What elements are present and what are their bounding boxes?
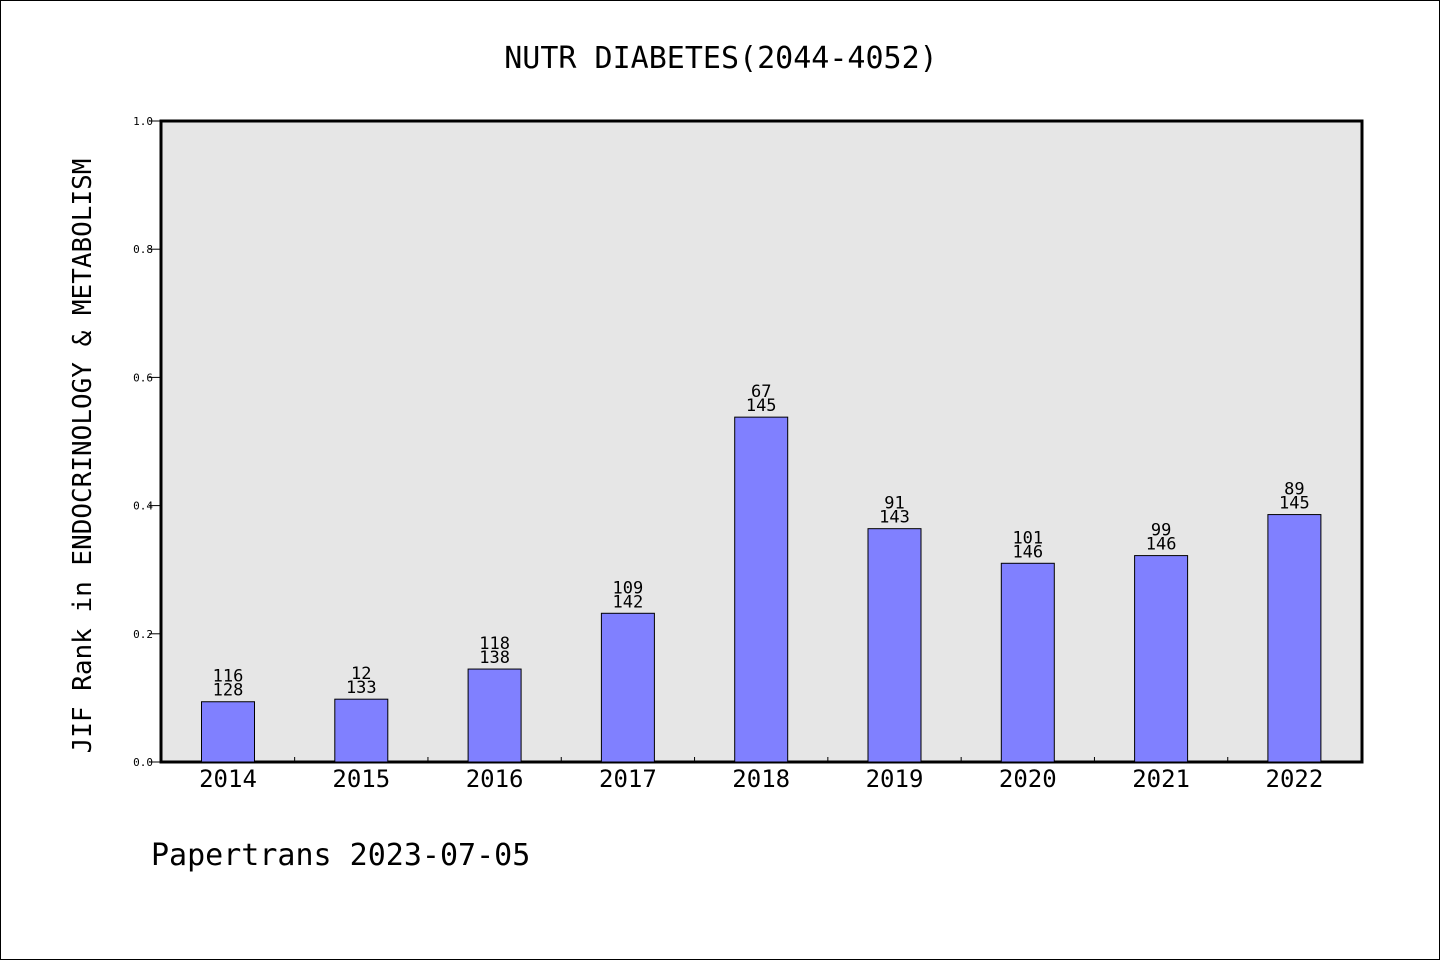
bar-label-rank: 109 — [613, 578, 644, 598]
x-tick-label: 2021 — [1132, 765, 1190, 793]
x-tick-label: 2015 — [332, 765, 390, 793]
x-tick-label: 2014 — [199, 765, 257, 793]
bar-2017 — [600, 612, 655, 763]
x-tick-label: 2018 — [732, 765, 790, 793]
bar-label-total: 138 — [479, 648, 510, 668]
y-tick-label: 0.4 — [133, 500, 153, 513]
bar-2015 — [334, 698, 389, 763]
y-tick-label: 0.2 — [133, 628, 153, 641]
y-axis-label: JIF Rank in ENDOCRINOLOGY & METABOLISM — [68, 159, 98, 754]
x-tick-label: 2020 — [999, 765, 1057, 793]
bar-label-total: 128 — [213, 681, 244, 701]
bar-label-rank: 91 — [884, 494, 904, 514]
bar-label-total: 146 — [1012, 542, 1043, 562]
y-tick-label: 0.0 — [133, 756, 153, 769]
x-tick-label: 2017 — [599, 765, 657, 793]
y-tick-label: 0.8 — [133, 243, 153, 256]
bar-2016 — [467, 668, 522, 763]
bars: 1161281213311813810914267145911431011469… — [201, 382, 1322, 763]
bar-label-total: 146 — [1146, 535, 1177, 555]
bar-label-rank: 12 — [351, 664, 371, 684]
y-tick-label: 1.0 — [133, 115, 153, 128]
bar-label-total: 143 — [879, 508, 910, 528]
bar-2019 — [867, 528, 922, 763]
bar-label-rank: 116 — [213, 667, 244, 687]
bar-2014 — [201, 701, 255, 763]
bar-label-rank: 67 — [751, 382, 771, 402]
x-tick-label: 2022 — [1266, 765, 1324, 793]
bar-2020 — [1000, 562, 1055, 763]
bar-label-total: 145 — [746, 396, 777, 416]
bar-label-rank: 89 — [1284, 480, 1304, 500]
bar-2018 — [734, 416, 789, 763]
x-tick-label: 2019 — [866, 765, 924, 793]
y-tick-label: 0.6 — [133, 371, 153, 384]
chart-title: NUTR DIABETES(2044-4052) — [504, 41, 937, 76]
x-tick-label: 2016 — [466, 765, 524, 793]
bar-2021 — [1134, 555, 1189, 763]
bar-label-rank: 118 — [479, 634, 510, 654]
bar-2022 — [1267, 514, 1322, 763]
bar-label-rank: 101 — [1012, 528, 1043, 548]
footer-watermark: Papertrans 2023-07-05 — [151, 838, 530, 873]
x-axis-ticks: 2014 2015 2016 2017 2018 2019 2020 2021 2022 — [199, 757, 1323, 793]
bar-label-rank: 99 — [1151, 521, 1171, 541]
bar-label-total: 142 — [613, 592, 644, 612]
bar-label-total: 145 — [1279, 494, 1310, 514]
bar-label-total: 133 — [346, 678, 377, 698]
y-axis-ticks: 0.0 0.2 0.4 0.6 0.8 1.0 — [133, 115, 161, 769]
